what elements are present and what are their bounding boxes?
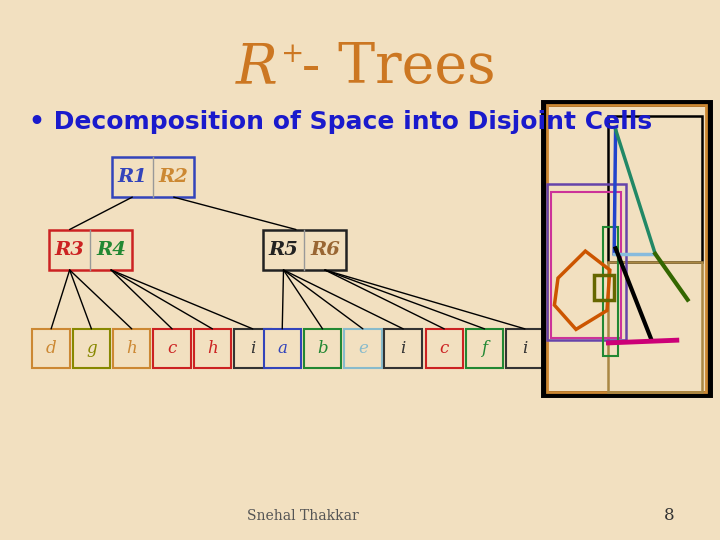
Text: b: b (318, 340, 328, 357)
Text: i: i (522, 340, 528, 357)
Text: 8: 8 (665, 507, 675, 524)
Text: g: g (86, 340, 96, 357)
Text: - Trees: - Trees (284, 40, 496, 95)
Text: i: i (400, 340, 406, 357)
Bar (384, 329, 422, 368)
Bar (304, 329, 341, 368)
Text: f: f (482, 340, 487, 357)
Text: R4: R4 (96, 241, 126, 259)
Bar (344, 329, 382, 368)
Bar (264, 329, 301, 368)
Bar (32, 329, 70, 368)
Bar (73, 329, 110, 368)
Text: h: h (127, 340, 137, 357)
Bar (603, 227, 618, 356)
Text: R5: R5 (269, 241, 298, 259)
Bar (544, 103, 709, 394)
Bar (547, 184, 626, 340)
Bar (112, 157, 194, 197)
Text: R3: R3 (55, 241, 84, 259)
Text: R1: R1 (117, 168, 147, 186)
Text: a: a (277, 340, 287, 357)
Bar (234, 329, 271, 368)
Bar (426, 329, 463, 368)
Text: d: d (46, 340, 56, 357)
Text: • Decomposition of Space into Disjoint Cells: • Decomposition of Space into Disjoint C… (29, 110, 652, 133)
Text: e: e (358, 340, 368, 357)
Text: R: R (235, 40, 277, 95)
Bar (547, 105, 706, 392)
Bar (113, 329, 150, 368)
Bar (506, 329, 544, 368)
Text: +: + (281, 40, 304, 68)
Bar (608, 116, 702, 262)
Bar (49, 230, 132, 270)
Bar (263, 230, 346, 270)
Bar (608, 262, 702, 392)
Text: c: c (168, 340, 176, 357)
Bar (153, 329, 191, 368)
Bar (551, 192, 621, 338)
Text: i: i (250, 340, 256, 357)
Text: R2: R2 (159, 168, 189, 186)
Bar (194, 329, 231, 368)
Bar (466, 329, 503, 368)
Text: h: h (207, 340, 217, 357)
Text: R6: R6 (310, 241, 340, 259)
Text: c: c (440, 340, 449, 357)
Text: Snehal Thakkar: Snehal Thakkar (246, 509, 359, 523)
